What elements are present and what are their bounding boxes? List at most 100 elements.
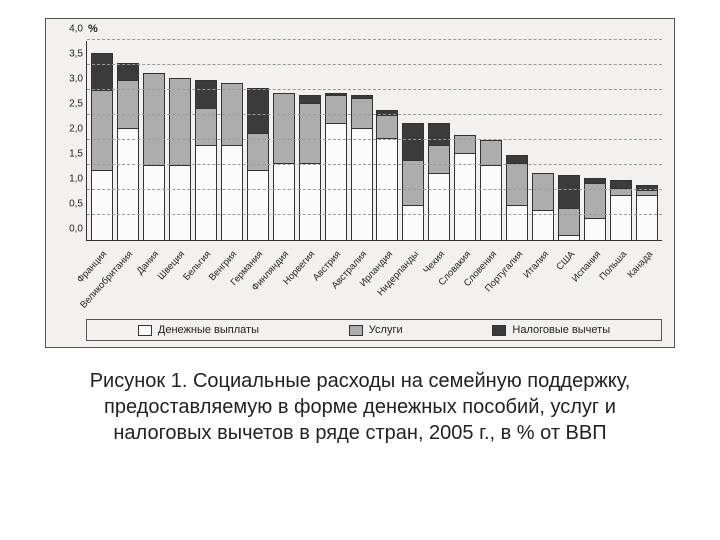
bar-segment-tax	[117, 63, 139, 81]
legend-label: Налоговые вычеты	[512, 324, 610, 336]
bar-segment-cash	[273, 163, 295, 241]
bar-segment-services	[506, 163, 528, 206]
bar-segment-tax	[506, 155, 528, 163]
bar	[584, 178, 606, 241]
bar-segment-services	[117, 80, 139, 128]
bar-segment-cash	[221, 145, 243, 240]
y-axis-unit: %	[88, 23, 98, 35]
y-tick-label: 0,5	[57, 199, 83, 210]
y-tick-label: 1,0	[57, 174, 83, 185]
bar	[480, 140, 502, 240]
plot-area: 0,00,51,01,52,02,53,03,54,0	[86, 41, 662, 241]
bar-segment-tax	[91, 53, 113, 91]
grid-line	[87, 214, 662, 215]
legend-swatch	[492, 325, 506, 336]
bar	[428, 123, 450, 241]
bar	[351, 95, 373, 240]
legend-label: Услуги	[369, 324, 403, 336]
grid-line	[87, 164, 662, 165]
bar-segment-cash	[247, 170, 269, 240]
bar	[558, 175, 580, 240]
bar	[636, 185, 658, 240]
y-tick-label: 2,0	[57, 124, 83, 135]
bar-segment-tax	[402, 123, 424, 161]
bar-segment-cash	[610, 195, 632, 240]
grid-line	[87, 64, 662, 65]
bar-segment-services	[376, 115, 398, 138]
bar-segment-services	[273, 93, 295, 163]
x-tick-label: Италия	[532, 245, 554, 305]
bar-segment-cash	[636, 195, 658, 240]
bar-segment-services	[480, 140, 502, 165]
bar-segment-tax	[558, 175, 580, 208]
x-tick-label: Великобритания	[116, 245, 138, 305]
bar-segment-tax	[610, 180, 632, 188]
bar-segment-cash	[558, 235, 580, 240]
x-tick-label: Канада	[636, 245, 658, 305]
bar-segment-cash	[402, 205, 424, 240]
bar-segment-cash	[428, 173, 450, 241]
y-tick-label: 1,5	[57, 149, 83, 160]
bar	[91, 53, 113, 241]
bar-segment-services	[454, 135, 476, 153]
x-axis-labels: ФранцияВеликобританияДанияШвецияБельгияВ…	[86, 245, 662, 305]
bar-segment-services	[584, 183, 606, 218]
bar-segment-cash	[117, 128, 139, 241]
bar	[195, 80, 217, 240]
legend-label: Денежные выплаты	[158, 324, 259, 336]
bar	[376, 110, 398, 240]
y-tick-label: 0,0	[57, 224, 83, 235]
bar-segment-cash	[325, 123, 347, 241]
bar-segment-tax	[299, 95, 321, 103]
bars-group	[87, 41, 662, 240]
bar-segment-services	[169, 78, 191, 166]
figure-caption: Рисунок 1. Социальные расходы на семейну…	[80, 368, 640, 446]
grid-line	[87, 189, 662, 190]
grid-line	[87, 89, 662, 90]
bar	[299, 95, 321, 240]
grid-line	[87, 39, 662, 40]
bar-segment-cash	[91, 170, 113, 240]
y-tick-label: 3,0	[57, 74, 83, 85]
bar-segment-services	[558, 208, 580, 236]
page: % 0,00,51,01,52,02,53,03,54,0 ФранцияВел…	[0, 0, 720, 540]
bar-segment-services	[143, 73, 165, 166]
bar-segment-tax	[428, 123, 450, 146]
bar-segment-services	[299, 103, 321, 163]
legend-item: Налоговые вычеты	[492, 324, 610, 336]
bar-segment-tax	[195, 80, 217, 108]
bar	[221, 83, 243, 241]
bar-segment-services	[402, 160, 424, 205]
bar-segment-cash	[454, 153, 476, 241]
bar-segment-services	[428, 145, 450, 173]
bar-segment-cash	[351, 128, 373, 241]
bar-segment-cash	[584, 218, 606, 241]
grid-line	[87, 114, 662, 115]
bar	[532, 173, 554, 241]
y-tick-label: 2,5	[57, 99, 83, 110]
bar-segment-cash	[299, 163, 321, 241]
bar-segment-services	[351, 98, 373, 128]
bar	[169, 78, 191, 241]
bar	[506, 155, 528, 240]
legend-item: Услуги	[349, 324, 403, 336]
legend-swatch	[349, 325, 363, 336]
legend-swatch	[138, 325, 152, 336]
bar-segment-tax	[247, 88, 269, 133]
bar-segment-cash	[506, 205, 528, 240]
bar-segment-services	[91, 90, 113, 170]
bar-segment-cash	[195, 145, 217, 240]
bar-segment-cash	[480, 165, 502, 240]
bar-segment-services	[325, 95, 347, 123]
y-tick-label: 3,5	[57, 49, 83, 60]
bar	[402, 123, 424, 241]
bar-segment-cash	[169, 165, 191, 240]
chart-container: % 0,00,51,01,52,02,53,03,54,0 ФранцияВел…	[45, 18, 675, 348]
legend: Денежные выплаты Услуги Налоговые вычеты	[86, 319, 662, 341]
y-tick-label: 4,0	[57, 24, 83, 35]
x-tick-label: Нидерланды	[402, 245, 424, 305]
bar	[454, 135, 476, 240]
grid-line	[87, 139, 662, 140]
legend-item: Денежные выплаты	[138, 324, 259, 336]
bar-segment-cash	[143, 165, 165, 240]
